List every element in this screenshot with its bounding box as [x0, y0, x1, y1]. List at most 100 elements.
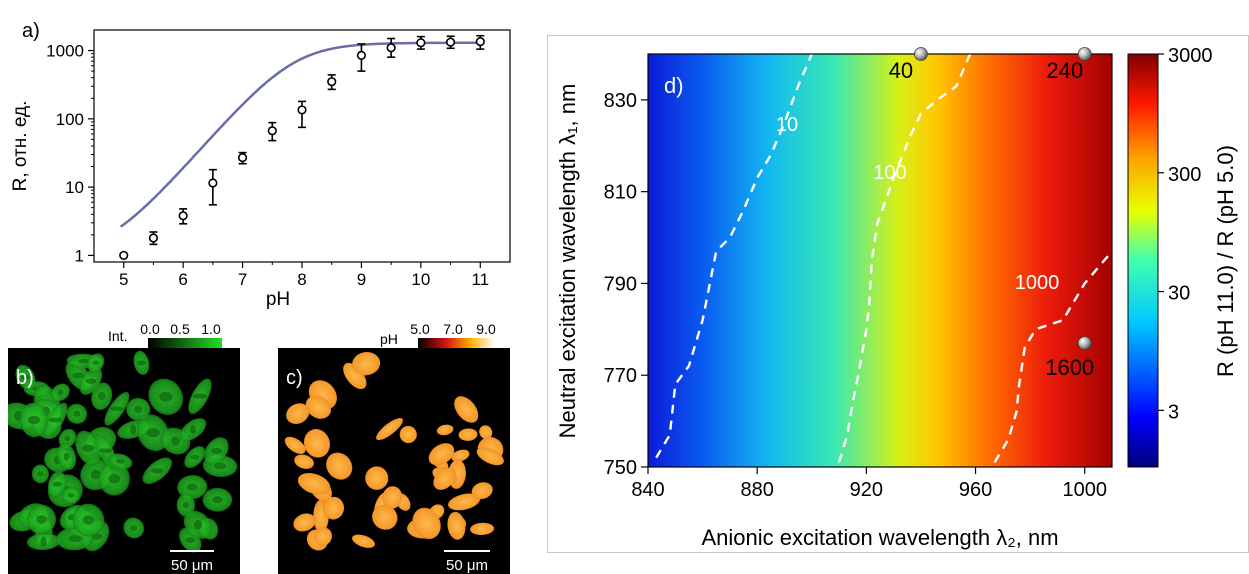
- cell: [323, 496, 345, 520]
- cell: [458, 428, 478, 441]
- x-tick-label: 10: [411, 270, 430, 289]
- cell-nucleus: [108, 474, 121, 484]
- cell-nucleus: [48, 417, 63, 423]
- colorbar-c-tick: 7.0: [443, 322, 463, 337]
- x-tick-label: 7: [238, 270, 247, 289]
- x-tick-label: 11: [471, 270, 489, 289]
- cell-nucleus: [130, 424, 137, 435]
- colorbar-b: [148, 338, 222, 348]
- cell: [476, 447, 504, 466]
- cell-nucleus: [182, 501, 190, 509]
- panel-b-intensity-image: Int. 0.0 0.5 1.0 b) 50 μm: [8, 322, 240, 574]
- cell-nucleus: [40, 536, 47, 547]
- colorbar-d-label: R (pH 11.0) / R (pH 5.0): [1213, 145, 1238, 377]
- x-tick-label: 880: [740, 479, 773, 501]
- cell-nucleus: [85, 378, 97, 384]
- cell-nucleus: [193, 520, 203, 530]
- data-point: [386, 43, 396, 53]
- cell-nucleus: [159, 391, 173, 402]
- cell: [436, 424, 454, 436]
- contour-line: [993, 250, 1112, 464]
- cell-nucleus: [90, 469, 102, 480]
- marker-point: [1077, 336, 1092, 351]
- colorbar-c-label: pH: [380, 331, 398, 347]
- panel-d-label: d): [664, 73, 684, 98]
- data-point: [267, 126, 277, 136]
- colorbar-tick-label: 3000: [1168, 45, 1213, 67]
- cell: [412, 507, 441, 540]
- cell-nucleus: [146, 428, 160, 438]
- cell: [286, 403, 310, 424]
- cell-nucleus: [171, 436, 180, 446]
- colorbar-b-label: Int.: [108, 328, 127, 344]
- cell-nucleus: [129, 524, 138, 531]
- panel-a-titration-plot: a) 1 10 100 1000 5 6 7 8 9 10 11 pH R, отн. ед.: [0, 0, 540, 320]
- cell-nucleus: [27, 415, 40, 425]
- x-tick-label: 840: [631, 479, 664, 501]
- marker-label: 1600: [1045, 355, 1094, 380]
- colorbar-c-tick: 5.0: [410, 322, 430, 337]
- marker-point: [914, 47, 928, 61]
- y-axis-label: R, отн. ед.: [10, 101, 31, 192]
- x-tick-label: 960: [959, 479, 992, 501]
- cell-nucleus: [68, 535, 82, 543]
- data-point: [178, 211, 188, 221]
- cell: [294, 454, 314, 469]
- cell-nucleus: [185, 537, 196, 543]
- cell: [303, 429, 330, 458]
- cell-nucleus: [151, 468, 164, 474]
- data-point: [297, 105, 307, 115]
- cell-nucleus: [98, 392, 106, 401]
- cell-nucleus: [98, 448, 112, 453]
- cell: [372, 504, 398, 530]
- cell-nucleus: [63, 452, 70, 461]
- x-tick-label: 8: [297, 270, 306, 289]
- cell-nucleus: [212, 496, 223, 504]
- panel-a-label: a): [22, 20, 40, 42]
- y-tick-label: 1: [75, 246, 84, 265]
- cell-nucleus: [134, 405, 143, 413]
- y-tick-label: 830: [604, 90, 637, 112]
- scalebar-label: 50 μm: [171, 557, 213, 574]
- x-tick-label: 5: [119, 270, 128, 289]
- cell: [284, 436, 306, 454]
- cell: [433, 467, 456, 490]
- data-point: [119, 250, 129, 260]
- intensity-micrograph: Int. 0.0 0.5 1.0 b) 50 μm: [8, 322, 238, 574]
- cell-nucleus: [64, 435, 71, 442]
- ph-micrograph: pH 5.0 7.0 9.0 c) 50 μm: [284, 322, 504, 574]
- cell-nucleus: [57, 389, 64, 396]
- cell-group: [8, 350, 238, 553]
- cell: [451, 449, 470, 462]
- cell: [305, 395, 332, 419]
- cell: [297, 472, 331, 495]
- y-tick-label: 100: [56, 110, 84, 129]
- cell: [352, 351, 381, 376]
- data-point: [327, 77, 337, 87]
- ratio-heatmap-chart: 840 880 920 960 1000 750 770 790 810 830 40 240 16…: [547, 35, 1249, 553]
- colorbar-tick-label: 3: [1168, 401, 1179, 423]
- cell: [471, 482, 493, 500]
- cell-nucleus: [190, 454, 200, 460]
- cell-nucleus: [82, 515, 95, 525]
- cell: [399, 425, 417, 444]
- cell: [447, 511, 466, 540]
- data-point: [237, 153, 248, 163]
- data-point: [356, 50, 367, 60]
- cell-nucleus: [36, 515, 47, 524]
- colorbar-b-tick: 0.5: [170, 322, 190, 337]
- x-tick-label: 6: [178, 270, 187, 289]
- marker-label: 240: [1046, 58, 1083, 83]
- panel-c-label: c): [286, 367, 303, 389]
- cell-nucleus: [193, 393, 207, 399]
- cell-nucleus: [78, 358, 91, 364]
- data-point: [208, 178, 218, 188]
- y-tick-label: 770: [604, 365, 637, 387]
- colorbar-tick-label: 300: [1168, 164, 1201, 186]
- cell-nucleus: [137, 360, 146, 366]
- cell-nucleus: [72, 372, 85, 379]
- colorbar-c-tick: 9.0: [476, 322, 496, 337]
- colorbar-d: [1127, 53, 1159, 468]
- scalebar-label: 50 μm: [446, 557, 488, 574]
- x-tick-label: 1000: [1062, 479, 1107, 501]
